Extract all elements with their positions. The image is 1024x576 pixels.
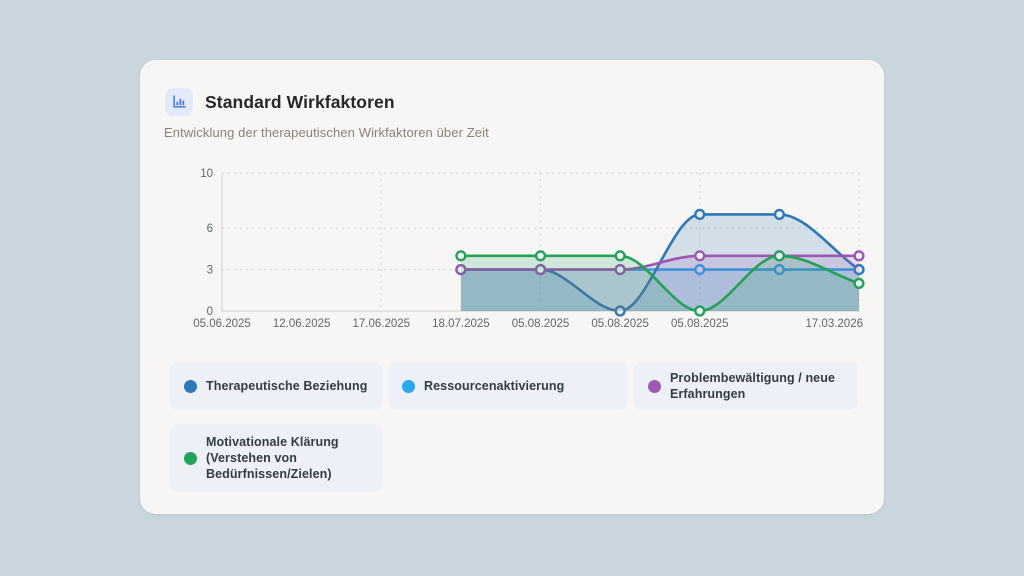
legend-label: Ressourcenaktivierung — [424, 379, 565, 393]
data-point-marker[interactable] — [773, 263, 785, 276]
x-axis-ticks: 05.06.2025 12.06.2025 17.06.2025 18.07.2025… — [193, 318, 863, 330]
svg-text:05.06.2025: 05.06.2025 — [193, 318, 251, 330]
data-point-marker[interactable] — [694, 263, 706, 276]
svg-text:05.08.2025: 05.08.2025 — [591, 318, 649, 330]
data-point-marker[interactable] — [614, 305, 626, 317]
svg-text:17.03.2026: 17.03.2026 — [805, 318, 863, 330]
legend-item-therapeutische-beziehung[interactable]: Therapeutische Beziehung — [170, 362, 382, 410]
data-point-marker[interactable] — [694, 305, 706, 317]
series-area — [460, 269, 859, 311]
svg-text:05.08.2025: 05.08.2025 — [512, 318, 570, 330]
legend-item-problembewaeltigung[interactable]: Problembewältigung / neue Erfahrungen — [634, 362, 858, 410]
legend-label: Therapeutische Beziehung — [206, 379, 368, 393]
svg-text:05.08.2025: 05.08.2025 — [671, 318, 729, 330]
line-chart[interactable]: 0 3 6 10 05.06.2025 12.06.2025 17.06.2025 18.07… — [140, 160, 884, 360]
legend-item-ressourcenaktivierung[interactable]: Ressourcenaktivierung — [388, 362, 628, 410]
data-point-marker[interactable] — [614, 250, 626, 262]
data-point-marker[interactable] — [455, 250, 467, 262]
data-point-marker[interactable] — [534, 263, 547, 276]
svg-text:17.06.2025: 17.06.2025 — [352, 318, 410, 330]
series-area — [460, 214, 859, 311]
data-point-marker[interactable] — [853, 277, 865, 290]
card-header: Standard Wirkfaktoren — [165, 88, 395, 116]
legend-item-motivationale-klaerung[interactable]: Motivationale Klärung (Verstehen von Bed… — [170, 424, 382, 492]
svg-text:3: 3 — [207, 265, 213, 277]
bar-chart-icon-glyph — [173, 95, 186, 108]
chart-subtitle: Entwicklung der therapeutischen Wirkfakt… — [164, 125, 489, 140]
wirkfaktoren-card: Standard Wirkfaktoren Entwicklung der th… — [140, 60, 884, 514]
data-point-marker[interactable] — [614, 263, 626, 276]
data-point-marker[interactable] — [455, 263, 467, 276]
legend-dot-therapeutische-beziehung — [184, 379, 197, 393]
svg-text:6: 6 — [207, 223, 213, 235]
legend-dot-problembewaeltigung — [648, 379, 661, 393]
legend-label: Problembewältigung / neue Erfahrungen — [670, 371, 836, 401]
svg-text:10: 10 — [200, 168, 213, 180]
data-point-marker[interactable] — [853, 263, 865, 276]
data-point-marker[interactable] — [773, 208, 785, 221]
bar-chart-icon — [165, 88, 193, 116]
data-point-marker[interactable] — [694, 208, 706, 221]
data-point-marker[interactable] — [853, 250, 865, 262]
legend-label: Motivationale Klärung (Verstehen von Bed… — [206, 435, 339, 481]
legend-dot-motivationale-klaerung — [184, 451, 197, 465]
data-point-marker[interactable] — [694, 250, 706, 262]
data-point-marker[interactable] — [534, 250, 547, 262]
svg-text:0: 0 — [207, 306, 213, 318]
legend-dot-ressourcenaktivierung — [402, 379, 415, 393]
y-axis-ticks: 0 3 6 10 — [200, 168, 213, 318]
line-chart-canvas[interactable]: 0 3 6 10 05.06.2025 12.06.2025 17.06.2025 18.07… — [140, 160, 884, 360]
page-title: Standard Wirkfaktoren — [205, 91, 395, 112]
data-point-marker[interactable] — [773, 250, 785, 262]
svg-text:18.07.2025: 18.07.2025 — [432, 318, 490, 330]
svg-text:12.06.2025: 12.06.2025 — [273, 318, 331, 330]
